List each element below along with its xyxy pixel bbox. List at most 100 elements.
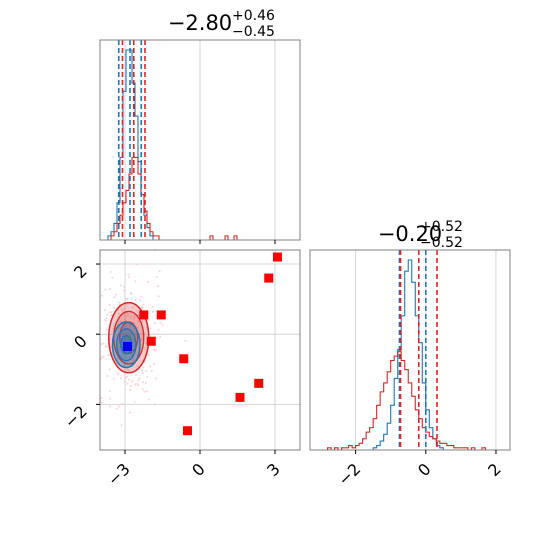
- sample-point: [141, 307, 144, 310]
- panel3-ticks: −2 0 2: [334, 450, 505, 490]
- histogram-red: [105, 156, 285, 241]
- sample-point: [102, 356, 105, 359]
- histogram-blue: [369, 259, 447, 451]
- sample-point: [124, 318, 127, 321]
- sample-point: [124, 380, 127, 383]
- sample-point: [110, 314, 113, 317]
- sample-point: [145, 381, 148, 384]
- title-param1-minus: −0.45: [232, 24, 275, 40]
- sample-point: [141, 372, 144, 375]
- sample-point: [157, 285, 160, 288]
- sample-point: [159, 321, 162, 324]
- sample-point: [136, 263, 139, 266]
- sample-point: [116, 358, 119, 361]
- sample-point: [130, 297, 133, 300]
- sample-point: [117, 372, 120, 375]
- sample-point: [102, 342, 105, 345]
- sample-point: [134, 332, 137, 335]
- sample-point: [109, 338, 112, 341]
- panel2-ticks: −3 0 3 2 0 −2: [61, 261, 284, 489]
- panel-joint: −3 0 3 2 0 −2: [61, 249, 301, 490]
- sample-point: [141, 388, 144, 391]
- sample-point: [128, 276, 131, 279]
- sample-point: [161, 323, 164, 326]
- sample-point: [141, 369, 144, 372]
- red-square-marker: [146, 336, 156, 346]
- sample-point: [143, 347, 146, 350]
- sample-point: [135, 309, 138, 312]
- sample-point: [124, 298, 127, 301]
- sample-point: [106, 314, 109, 317]
- sample-point: [114, 293, 117, 296]
- sample-point: [108, 311, 111, 314]
- sample-point: [126, 313, 129, 316]
- sample-point: [106, 345, 109, 348]
- sample-point: [128, 411, 131, 414]
- sample-point: [105, 328, 108, 331]
- blue-square-marker: [123, 341, 132, 351]
- sample-point: [113, 335, 116, 338]
- sample-point: [130, 384, 133, 387]
- sample-point: [146, 375, 149, 378]
- sample-point: [119, 284, 122, 287]
- red-square-marker: [273, 252, 282, 262]
- title-param2-value: −0.20: [378, 222, 442, 246]
- sample-point: [126, 297, 129, 300]
- sample-point: [105, 317, 108, 320]
- title-param1-value: −2.80: [168, 11, 232, 35]
- sample-point: [147, 280, 150, 283]
- sample-point: [129, 388, 132, 391]
- sample-point: [139, 299, 142, 302]
- sample-point: [137, 379, 140, 382]
- sample-point: [112, 377, 115, 380]
- sample-point: [113, 306, 116, 309]
- sample-point: [151, 306, 154, 309]
- sample-point: [131, 380, 134, 383]
- sample-point: [108, 303, 111, 306]
- x-tick-label: 0: [414, 459, 435, 480]
- sample-point: [137, 313, 140, 316]
- sample-point: [100, 397, 103, 400]
- sample-point: [140, 339, 143, 342]
- title-param2: −0.20: [378, 222, 442, 246]
- panel-param2-marginal: −0.20 +0.52 −0.52 −2 0 2: [309, 219, 511, 490]
- sample-point: [142, 366, 145, 369]
- sample-point: [101, 294, 104, 297]
- sample-point: [105, 319, 108, 322]
- sample-point: [155, 276, 158, 279]
- sample-point: [119, 377, 122, 380]
- sample-point: [108, 368, 111, 371]
- sample-point: [100, 343, 103, 346]
- sample-point: [149, 365, 152, 368]
- sample-point: [128, 369, 131, 372]
- x-tick-label: −3: [104, 459, 134, 489]
- sample-point: [137, 383, 140, 386]
- sample-point: [123, 364, 126, 367]
- x-tick-label: 0: [188, 459, 209, 480]
- sample-point: [111, 276, 114, 279]
- sample-point: [104, 308, 107, 311]
- sample-point: [113, 296, 116, 299]
- sample-point: [123, 289, 126, 292]
- sample-point: [100, 401, 103, 404]
- sample-point: [117, 405, 120, 408]
- sample-point: [136, 365, 139, 368]
- sample-point: [132, 359, 135, 362]
- panel3-frame: [309, 249, 511, 451]
- title-param2-plus: +0.52: [420, 219, 463, 235]
- title-param1: −2.80: [168, 11, 232, 35]
- panel-param1-marginal: −2.80 +0.46 −0.45: [99, 8, 301, 244]
- x-tick-label: 3: [263, 459, 284, 480]
- sample-point: [133, 401, 136, 404]
- sample-point: [157, 329, 160, 332]
- sample-point: [145, 369, 148, 372]
- panel3-quantile-lines: [398, 250, 438, 450]
- sample-point: [141, 305, 144, 308]
- sample-point: [137, 320, 140, 323]
- y-tick-label: 2: [70, 261, 91, 282]
- sample-point: [134, 383, 137, 386]
- sample-point: [123, 285, 126, 288]
- sample-point: [153, 403, 156, 406]
- sample-point: [126, 368, 129, 371]
- sample-point: [116, 323, 119, 326]
